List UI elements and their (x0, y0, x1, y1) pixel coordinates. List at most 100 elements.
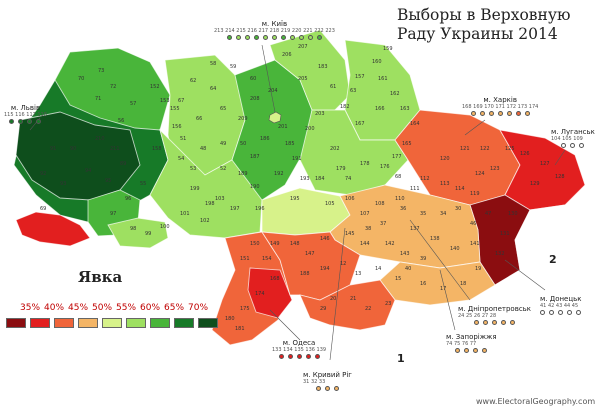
city-district-dot (305, 354, 311, 359)
district-number: 90 (70, 146, 76, 152)
district-number: 46 (470, 221, 476, 227)
district-number: 125 (505, 146, 515, 152)
city-district-dot (488, 111, 494, 116)
district-number: 19 (475, 266, 481, 272)
city-district-dot (307, 35, 313, 40)
district-number: 113 (440, 181, 450, 187)
district-number: 16 (420, 281, 426, 287)
district-number: 162 (390, 91, 400, 97)
district-number: 148 (290, 241, 300, 247)
legend-threshold: 45% (68, 303, 89, 313)
city-name: м. Дніпропетровськ (458, 305, 532, 313)
city-dots (303, 386, 352, 391)
city-districts: 104 105 109 (551, 136, 583, 142)
city-districts: 133 134 135 136 139 (272, 347, 327, 353)
city-name: м. Луганськ (551, 128, 595, 136)
legend: 35% 40% 45% 50% 55% 60% 65% 70% (6, 303, 222, 328)
district-number: 36 (400, 206, 406, 212)
city-district-dot (244, 35, 250, 40)
city-district-dot (482, 348, 488, 353)
district-number: 181 (235, 326, 245, 332)
city-districts: 31 32 33 (303, 379, 326, 385)
city-district-dot (316, 386, 321, 391)
legend-threshold: 65% (164, 303, 185, 313)
city-kryvyirih: м. Кривий Ріг 31 32 33 (303, 371, 352, 391)
region-occupied-east (494, 204, 591, 301)
district-number: 108 (375, 201, 385, 207)
district-number: 12 (340, 261, 346, 267)
zaporizhia-leader-line (439, 269, 456, 331)
city-district-dot (455, 348, 461, 353)
district-number: 186 (260, 136, 270, 142)
city-district-dot (27, 119, 33, 124)
district-number: 105 (325, 201, 335, 207)
district-number: 150 (250, 241, 260, 247)
city-name: м. Київ (261, 20, 288, 28)
district-number: 155 (170, 106, 180, 112)
legend-threshold: 35% (20, 303, 41, 313)
city-district-dot (567, 310, 573, 315)
legend-title: Явка (78, 268, 123, 286)
district-number: 112 (420, 176, 430, 182)
district-number: 154 (262, 256, 272, 262)
city-odesa: м. Одеса 133 134 135 136 139 (272, 339, 326, 359)
district-number: 15 (395, 276, 401, 282)
city-district-dot (235, 35, 241, 40)
legend-swatch (54, 318, 74, 328)
district-number: 100 (160, 224, 170, 230)
district-number: 63 (350, 88, 356, 94)
city-name: м. Одеса (282, 339, 316, 347)
district-number: 151 (240, 256, 250, 262)
kryvyirih-leader-line (329, 227, 346, 361)
district-number: 123 (490, 166, 500, 172)
legend-swatch (102, 318, 122, 328)
district-number: 196 (255, 206, 265, 212)
region-kherson (299, 279, 396, 331)
title-line-2: Раду Украины 2014 (397, 25, 558, 43)
district-number: 185 (285, 141, 295, 147)
district-number: 39 (420, 256, 426, 262)
district-number: 200 (305, 126, 315, 132)
city-district-dot (492, 320, 498, 325)
district-number: 187 (250, 154, 260, 160)
district-number: 179 (336, 166, 346, 172)
district-number: 146 (320, 236, 330, 242)
district-number: 69 (40, 206, 46, 212)
district-number: 176 (380, 164, 390, 170)
city-district-dot (570, 143, 576, 148)
city-district-dot (226, 35, 232, 40)
city-district-dot (479, 111, 485, 116)
district-number: 159 (383, 46, 393, 52)
city-dots (446, 348, 497, 353)
city-district-dot (561, 143, 567, 148)
district-number: 178 (360, 161, 370, 167)
city-name: м. Донецьк (540, 295, 582, 303)
district-number: 194 (320, 266, 330, 272)
city-district-dot (558, 310, 564, 315)
city-districts: 168 169 170 171 172 173 174 (462, 104, 539, 110)
city-dots (458, 320, 531, 325)
city-district-dot (540, 310, 546, 315)
city-district-dot (474, 320, 480, 325)
kyiv-city-marker (268, 111, 282, 124)
district-number: 191 (292, 156, 302, 162)
city-district-dot (464, 348, 470, 353)
district-number: 59 (230, 64, 236, 70)
district-number: 73 (98, 68, 104, 74)
city-district-dot (262, 35, 268, 40)
district-number: 158 (152, 146, 162, 152)
city-district-dot (287, 354, 293, 359)
city-district-dot (278, 354, 284, 359)
district-number: 210 (95, 136, 105, 142)
district-number: 30 (455, 206, 461, 212)
district-number: 143 (400, 251, 410, 257)
district-number: 102 (200, 218, 210, 224)
city-district-dot (314, 354, 320, 359)
district-number: 50 (240, 141, 246, 147)
city-district-dot (473, 348, 479, 353)
district-number: 128 (555, 174, 565, 180)
district-number: 130 (508, 211, 518, 217)
district-number: 58 (210, 61, 216, 67)
region-volyn-rivne (54, 47, 171, 131)
